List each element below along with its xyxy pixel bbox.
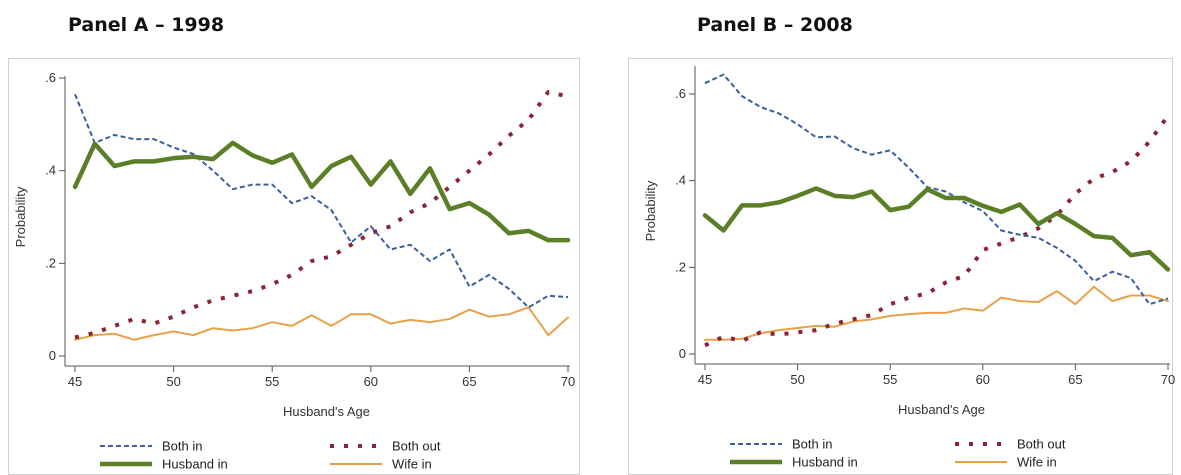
- panel-a-legend-both-in-label: Both in: [162, 439, 202, 454]
- panel-a-chart: 0 .2 .4 .6 45 50 55 60 65 70 Husband's Age Probabil…: [0, 58, 590, 475]
- panel-b-y-axis-title: Probability: [643, 180, 658, 241]
- panel-a-y-tick-label: 0: [49, 348, 56, 363]
- panel-a-x-tick-label: 45: [68, 374, 82, 389]
- panel-b-series-both-in: [704, 73, 1169, 306]
- panel-a-x-tick-label: 70: [561, 374, 575, 389]
- panel-b-x-tick-label: 45: [698, 372, 712, 387]
- panel-b-title: Panel B – 2008: [697, 14, 853, 36]
- panel-a-x-tick-label: 65: [462, 374, 476, 389]
- panel-a-title: Panel A – 1998: [68, 14, 225, 36]
- panel-b-legend-both-out-label: Both out: [1017, 437, 1066, 452]
- panel-b-series-both-out: [704, 114, 1170, 348]
- panel-b-series-wife-in: [704, 285, 1169, 341]
- panel-a-y-axis-title: Probability: [13, 186, 28, 247]
- panel-b-legend-husband-in-label: Husband in: [792, 455, 858, 470]
- panel-a-y-tick-label: .4: [45, 163, 56, 178]
- panel-a-series-both-out: [74, 89, 569, 340]
- panel-a-x-tick-label: 60: [364, 374, 378, 389]
- panel-b-chart: 0 .2 .4 .6 45 50 55 60 65 70 Husband's Age Probabil…: [620, 58, 1181, 475]
- panel-b-x-axis-title: Husband's Age: [898, 402, 985, 417]
- panel-a-series-husband-in: [72, 140, 571, 243]
- panel-a-legend-both-out-label: Both out: [392, 439, 441, 454]
- panel-b-series-husband-in: [702, 186, 1171, 272]
- panel-a-x-axis-title: Husband's Age: [283, 404, 370, 419]
- panel-a-legend-wife-in-label: Wife in: [392, 457, 432, 472]
- panel-a-plot: 0 .2 .4 .6 45 50 55 60 65 70 Husband's Age Probabil…: [8, 58, 580, 475]
- panel-b-x-tick-label: 65: [1068, 372, 1082, 387]
- panel-b-legend-both-in-label: Both in: [792, 437, 832, 452]
- panel-b-x-tick-label: 60: [976, 372, 990, 387]
- panel-b-x-tick-label: 70: [1161, 372, 1175, 387]
- panel-b-x-tick-label: 50: [790, 372, 804, 387]
- panel-a-series-wife-in: [74, 306, 569, 341]
- panel-b-y-tick-label: 0: [679, 346, 686, 361]
- panel-a-series-both-in: [74, 93, 569, 309]
- panel-b-y-tick-label: .2: [675, 259, 686, 274]
- panel-a-x-tick-label: 50: [166, 374, 180, 389]
- panel-b-legend-wife-in-label: Wife in: [1017, 455, 1057, 470]
- panel-b-plot: 0 .2 .4 .6 45 50 55 60 65 70 Husband's Age Probabil…: [628, 58, 1175, 475]
- panel-b-x-tick-label: 55: [883, 372, 897, 387]
- panel-b-y-tick-label: .4: [675, 173, 686, 188]
- panel-a-y-tick-label: .6: [45, 70, 56, 85]
- panel-a-x-tick-label: 55: [265, 374, 279, 389]
- panel-a-legend-husband-in-label: Husband in: [162, 457, 228, 472]
- panel-a-y-tick-label: .2: [45, 255, 56, 270]
- panel-b-y-tick-label: .6: [675, 86, 686, 101]
